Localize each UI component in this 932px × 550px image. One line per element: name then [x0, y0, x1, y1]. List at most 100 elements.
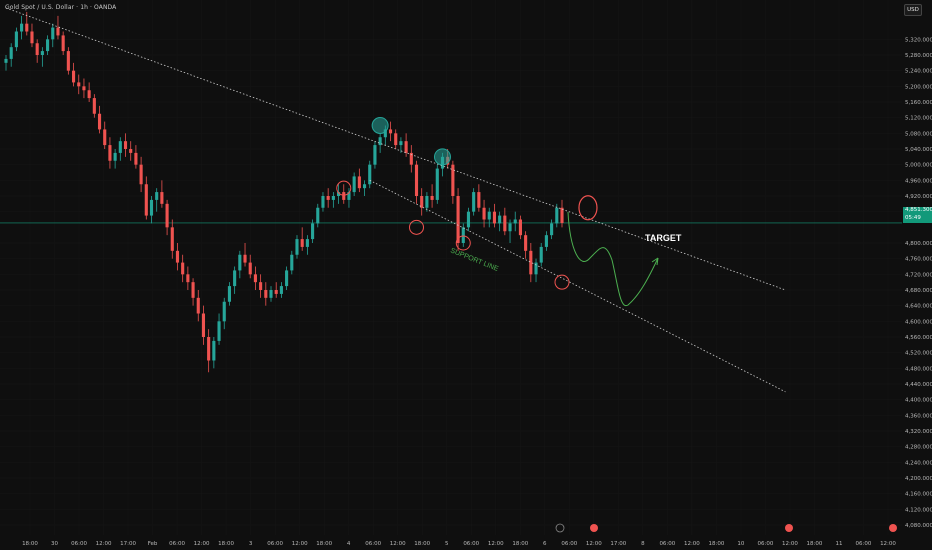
x-tick-label: 12:00 [488, 541, 504, 547]
candle [129, 141, 133, 161]
x-tick-label: 06:00 [561, 541, 577, 547]
resistance-trendline[interactable] [5, 7, 786, 291]
candle [529, 243, 533, 283]
candle [456, 188, 460, 251]
event-icons [555, 523, 897, 533]
x-tick-label: 8 [641, 541, 645, 547]
x-tick-label: 17:00 [120, 541, 136, 547]
candle [482, 199, 486, 228]
lightning-icon[interactable] [555, 523, 565, 533]
resistance-touch-marker [433, 148, 451, 166]
candle [435, 164, 439, 204]
y-tick-label: 4,720.000 [905, 272, 932, 278]
candle [550, 219, 554, 240]
resistance-test-marker [578, 195, 598, 221]
currency-button[interactable]: USD [904, 4, 922, 16]
time-axis[interactable]: 18:00 30 06:00 12:00 17:00 Feb 06:00 12:00 18:00… [22, 541, 896, 547]
candle [238, 250, 242, 279]
candle [149, 196, 154, 224]
candle [269, 286, 273, 302]
candle [259, 274, 263, 298]
y-tick-label: 5,200.000 [905, 84, 932, 90]
x-tick-label: 4 [347, 541, 351, 547]
candle [373, 141, 377, 169]
candle [451, 160, 455, 204]
candle [201, 305, 206, 345]
candle [518, 215, 522, 240]
y-tick-label: 4,440.000 [905, 382, 932, 388]
y-tick-label: 5,160.000 [905, 100, 932, 106]
y-tick-label: 5,120.000 [905, 116, 932, 122]
candle [295, 235, 299, 259]
candle [430, 184, 434, 208]
candle [544, 231, 548, 251]
y-tick-label: 4,600.000 [905, 319, 932, 325]
flag-icon[interactable] [889, 524, 897, 532]
candle [347, 188, 351, 208]
candle [555, 203, 559, 228]
candle [233, 266, 237, 294]
y-tick-label: 5,280.000 [905, 53, 932, 59]
candle [357, 168, 361, 193]
x-tick-label: 06:00 [267, 541, 283, 547]
candle [311, 219, 315, 243]
candle [331, 192, 335, 208]
x-tick-label: 06:00 [463, 541, 479, 547]
flag-icon[interactable] [590, 524, 598, 532]
resistance-touch-marker [371, 117, 389, 134]
candle [134, 145, 138, 169]
y-tick-label: 4,680.000 [905, 288, 932, 294]
candle [498, 211, 502, 232]
y-tick-label: 4,080.000 [905, 523, 932, 529]
x-tick-label: 12:00 [292, 541, 308, 547]
x-tick-label: 5 [445, 541, 449, 547]
candle [56, 15, 60, 40]
y-tick-label: 4,920.000 [905, 194, 932, 200]
candle [524, 231, 528, 259]
y-tick-label: 4,480.000 [905, 366, 932, 372]
flag-icon[interactable] [785, 524, 793, 532]
candle [66, 47, 70, 75]
candle [103, 121, 107, 149]
candle [248, 254, 252, 279]
y-tick-label: 4,520.000 [905, 351, 932, 357]
candle [477, 184, 481, 212]
candle [170, 219, 174, 259]
x-tick-label: 18:00 [218, 541, 234, 547]
x-tick-label: 30 [51, 541, 58, 547]
y-tick-label: 4,320.000 [905, 429, 932, 435]
candle [394, 129, 398, 149]
candle [144, 176, 148, 220]
candle [425, 192, 429, 212]
candle [290, 250, 294, 275]
y-tick-label: 5,320.000 [905, 37, 932, 43]
support-trendline[interactable] [369, 179, 786, 393]
x-tick-label: 6 [543, 541, 547, 547]
candle [388, 121, 393, 142]
candle [461, 223, 465, 247]
candle [368, 160, 372, 189]
x-tick-label: 12:00 [880, 541, 896, 547]
x-tick-label: 18:00 [512, 541, 528, 547]
y-tick-label: 4,280.000 [905, 445, 932, 451]
candle [4, 55, 8, 71]
candle [14, 27, 18, 52]
candle [305, 235, 309, 255]
candle [321, 192, 325, 212]
candle [513, 211, 517, 232]
candle [342, 184, 346, 204]
candle [61, 31, 65, 55]
y-tick-label: 4,560.000 [905, 335, 932, 341]
candle [87, 82, 91, 102]
y-tick-label: 4,760.000 [905, 257, 932, 263]
trendlines [5, 7, 786, 393]
candle [399, 137, 403, 153]
symbol-title[interactable]: Gold Spot / U.S. Dollar · 1h · OANDA [5, 4, 117, 11]
x-tick-label: 06:00 [856, 541, 872, 547]
projection-arrowhead [651, 257, 659, 266]
candle [118, 137, 122, 161]
candle [316, 203, 320, 228]
y-tick-label: 4,800.000 [905, 241, 932, 247]
candle [466, 207, 471, 232]
